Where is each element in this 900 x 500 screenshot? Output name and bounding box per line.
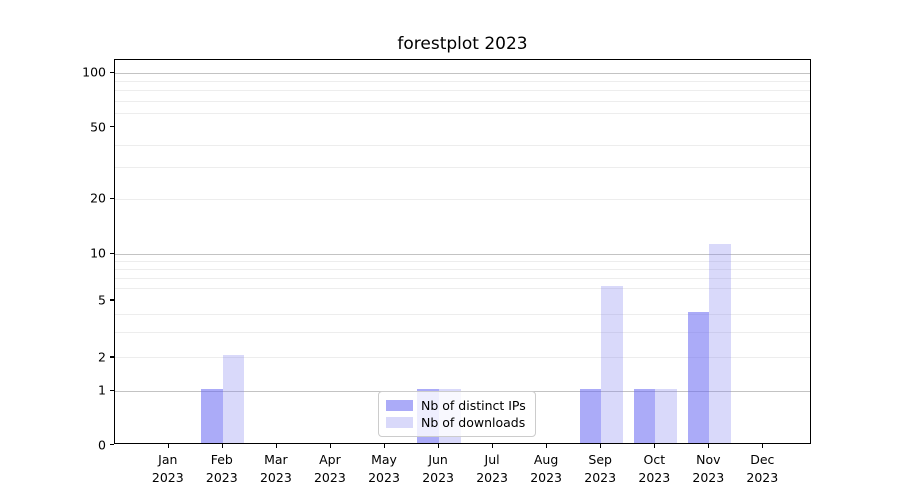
x-tick-label: Sep 2023 [570, 451, 630, 487]
gridline-minor [115, 198, 810, 200]
legend-swatch [386, 417, 413, 428]
x-tick-label: Feb 2023 [192, 451, 252, 487]
x-tick-month: Jun [428, 452, 448, 467]
x-tick-year: 2023 [584, 470, 617, 486]
legend-swatch [386, 400, 413, 411]
gridline-major [115, 72, 810, 74]
y-tick-mark [110, 197, 114, 199]
legend-item: Nb of downloads [386, 414, 526, 431]
x-tick-mark [600, 444, 602, 448]
bar-downloads [655, 388, 677, 443]
gridline-minor [115, 112, 810, 114]
gridline-minor [115, 260, 810, 262]
x-tick-year: 2023 [692, 470, 725, 486]
x-tick-label: Jul 2023 [462, 451, 522, 487]
gridline-minor [115, 357, 810, 359]
x-tick-year: 2023 [746, 470, 779, 486]
bar-downloads [222, 355, 245, 443]
bar-downloads [709, 244, 731, 443]
x-tick-year: 2023 [151, 470, 184, 486]
gridline-minor [115, 81, 810, 82]
x-tick-year: 2023 [368, 470, 400, 486]
y-tick-mark [110, 389, 114, 392]
gridline-minor [115, 288, 810, 290]
x-tick-month: Aug [533, 452, 559, 467]
x-tick-month: Dec [750, 452, 775, 467]
x-tick-month: Mar [264, 452, 288, 467]
gridline-minor [115, 167, 810, 169]
x-tick-month: Jul [484, 452, 500, 467]
bar-distinct-ips [633, 388, 656, 443]
gridline-minor [115, 268, 810, 270]
x-tick-label: Aug 2023 [516, 451, 576, 487]
gridline-major [115, 253, 810, 255]
y-tick-mark [110, 252, 114, 254]
y-tick-mark [110, 356, 114, 358]
gridline-minor [115, 332, 810, 334]
x-tick-label: Apr 2023 [300, 451, 360, 487]
bar-distinct-ips [579, 388, 602, 443]
y-tick-label: 50 [90, 119, 106, 135]
x-tick-mark [329, 444, 332, 448]
gridline-minor [115, 144, 810, 146]
x-tick-mark [221, 444, 223, 448]
legend-label: Nb of downloads [421, 415, 526, 430]
gridline-minor [115, 314, 810, 316]
gridline-minor [115, 100, 810, 102]
y-tick-mark [110, 126, 114, 128]
x-tick-month: Apr [319, 452, 341, 467]
x-tick-year: 2023 [638, 470, 671, 486]
y-tick-label: 1 [98, 382, 106, 398]
y-tick-mark [110, 299, 114, 301]
x-tick-month: Feb [210, 452, 233, 467]
x-tick-label: Nov 2023 [678, 451, 738, 487]
x-tick-mark [654, 444, 656, 448]
x-tick-label: Mar 2023 [246, 451, 306, 487]
y-tick-label: 20 [90, 190, 106, 206]
x-tick-year: 2023 [530, 470, 562, 486]
y-tick-label: 10 [90, 245, 106, 261]
gridline-minor [115, 90, 810, 92]
x-tick-mark [492, 444, 494, 448]
y-tick-label: 100 [82, 64, 106, 80]
y-tick-mark [110, 444, 114, 446]
x-tick-year: 2023 [259, 470, 292, 486]
x-tick-year: 2023 [476, 470, 508, 486]
x-tick-month: Nov [696, 452, 721, 467]
y-tick-label: 0 [98, 437, 106, 452]
x-tick-mark [275, 444, 278, 448]
x-tick-mark [384, 444, 386, 448]
plot-area [114, 59, 811, 444]
x-tick-month: Jan [158, 452, 178, 467]
x-tick-label: Jan 2023 [138, 451, 198, 487]
x-tick-year: 2023 [205, 470, 238, 486]
legend-label: Nb of distinct IPs [421, 398, 526, 413]
y-tick-mark [110, 71, 114, 73]
legend: Nb of distinct IPs Nb of downloads [378, 391, 536, 437]
chart-title: forestplot 2023 [397, 34, 528, 54]
x-tick-year: 2023 [422, 470, 454, 486]
y-tick-label: 5 [98, 292, 106, 308]
x-tick-month: Sep [588, 452, 612, 467]
x-tick-month: Oct [643, 452, 666, 467]
x-tick-mark [167, 444, 169, 448]
x-tick-label: Oct 2023 [624, 451, 684, 487]
x-tick-mark [438, 444, 440, 448]
x-tick-label: Jun 2023 [408, 451, 468, 487]
bar-distinct-ips [687, 312, 710, 443]
x-tick-mark [762, 444, 764, 448]
bar-distinct-ips [201, 388, 223, 443]
x-tick-label: May 2023 [354, 451, 414, 487]
x-tick-year: 2023 [313, 470, 346, 486]
x-tick-label: Dec 2023 [732, 451, 792, 487]
x-tick-mark [546, 444, 548, 448]
gridline-minor [115, 277, 810, 279]
y-tick-label: 2 [98, 349, 106, 365]
bar-downloads [601, 286, 623, 443]
x-tick-mark [708, 444, 710, 448]
legend-item: Nb of distinct IPs [386, 397, 526, 414]
x-tick-month: May [371, 452, 397, 467]
